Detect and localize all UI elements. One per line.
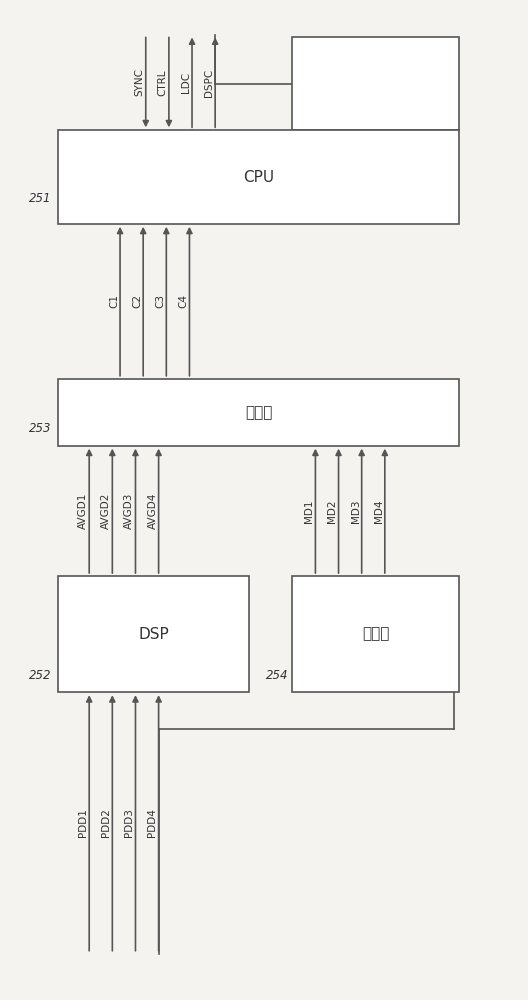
Text: PDD1: PDD1 — [78, 809, 88, 837]
Text: PDD4: PDD4 — [147, 809, 157, 837]
Text: LDC: LDC — [181, 72, 191, 93]
FancyBboxPatch shape — [293, 576, 459, 692]
Text: CPU: CPU — [243, 170, 275, 185]
Text: DSP: DSP — [138, 627, 169, 642]
Text: AVGD1: AVGD1 — [78, 493, 88, 529]
FancyBboxPatch shape — [293, 37, 459, 130]
Text: SYNC: SYNC — [135, 68, 145, 96]
Text: AVGD2: AVGD2 — [101, 493, 111, 529]
Text: AVGD4: AVGD4 — [147, 493, 157, 529]
FancyBboxPatch shape — [59, 130, 459, 224]
Text: CTRL: CTRL — [158, 69, 168, 96]
FancyBboxPatch shape — [59, 379, 459, 446]
Text: AVGD3: AVGD3 — [124, 493, 134, 529]
Text: 比较部: 比较部 — [245, 405, 272, 420]
Text: MD3: MD3 — [351, 499, 361, 523]
Text: C4: C4 — [178, 294, 188, 308]
Text: 252: 252 — [29, 669, 52, 682]
Text: MD1: MD1 — [304, 499, 314, 523]
Text: C3: C3 — [155, 294, 165, 308]
Text: PDD2: PDD2 — [101, 809, 111, 837]
Text: 251: 251 — [29, 192, 52, 205]
FancyBboxPatch shape — [59, 576, 249, 692]
Text: DSPC: DSPC — [204, 68, 214, 97]
Text: C2: C2 — [132, 294, 142, 308]
Text: PDD3: PDD3 — [124, 809, 134, 837]
Text: 存储器: 存储器 — [362, 627, 390, 642]
Text: MD4: MD4 — [374, 499, 384, 523]
Text: 253: 253 — [29, 422, 52, 436]
Text: C1: C1 — [109, 294, 119, 308]
Text: MD2: MD2 — [327, 499, 337, 523]
Text: 254: 254 — [266, 669, 288, 682]
